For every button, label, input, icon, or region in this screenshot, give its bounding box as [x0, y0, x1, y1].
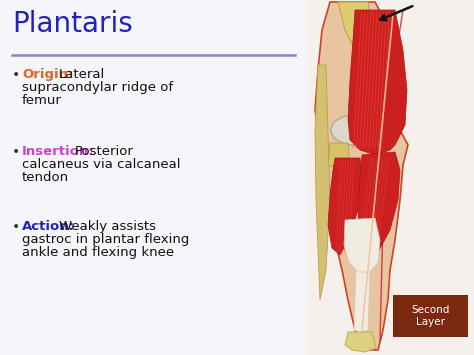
Polygon shape	[344, 218, 380, 272]
FancyBboxPatch shape	[393, 295, 468, 337]
Polygon shape	[315, 2, 408, 350]
Text: Weakly assists: Weakly assists	[59, 220, 156, 233]
Text: Plantaris: Plantaris	[12, 10, 133, 38]
Text: ankle and flexing knee: ankle and flexing knee	[22, 246, 174, 259]
Text: Action:: Action:	[22, 220, 75, 233]
Polygon shape	[354, 270, 370, 332]
Text: •: •	[12, 145, 20, 159]
Text: Origin:: Origin:	[22, 68, 73, 81]
Ellipse shape	[331, 115, 379, 145]
Text: Insertion:: Insertion:	[22, 145, 95, 158]
Polygon shape	[348, 10, 407, 155]
Text: •: •	[12, 220, 20, 234]
Polygon shape	[315, 65, 330, 300]
Text: Second
Layer: Second Layer	[411, 305, 450, 327]
Text: •: •	[12, 68, 20, 82]
Text: Posterior: Posterior	[75, 145, 134, 158]
Polygon shape	[328, 158, 362, 255]
Polygon shape	[338, 2, 372, 50]
Text: femur: femur	[22, 94, 62, 107]
Text: tendon: tendon	[22, 171, 69, 184]
FancyBboxPatch shape	[308, 0, 474, 355]
Polygon shape	[328, 143, 350, 170]
Polygon shape	[345, 332, 376, 352]
Text: supracondylar ridge of: supracondylar ridge of	[22, 81, 173, 94]
Text: Lateral: Lateral	[59, 68, 105, 81]
Polygon shape	[358, 152, 400, 252]
Text: calcaneus via calcaneal: calcaneus via calcaneal	[22, 158, 181, 171]
Text: gastroc in plantar flexing: gastroc in plantar flexing	[22, 233, 190, 246]
